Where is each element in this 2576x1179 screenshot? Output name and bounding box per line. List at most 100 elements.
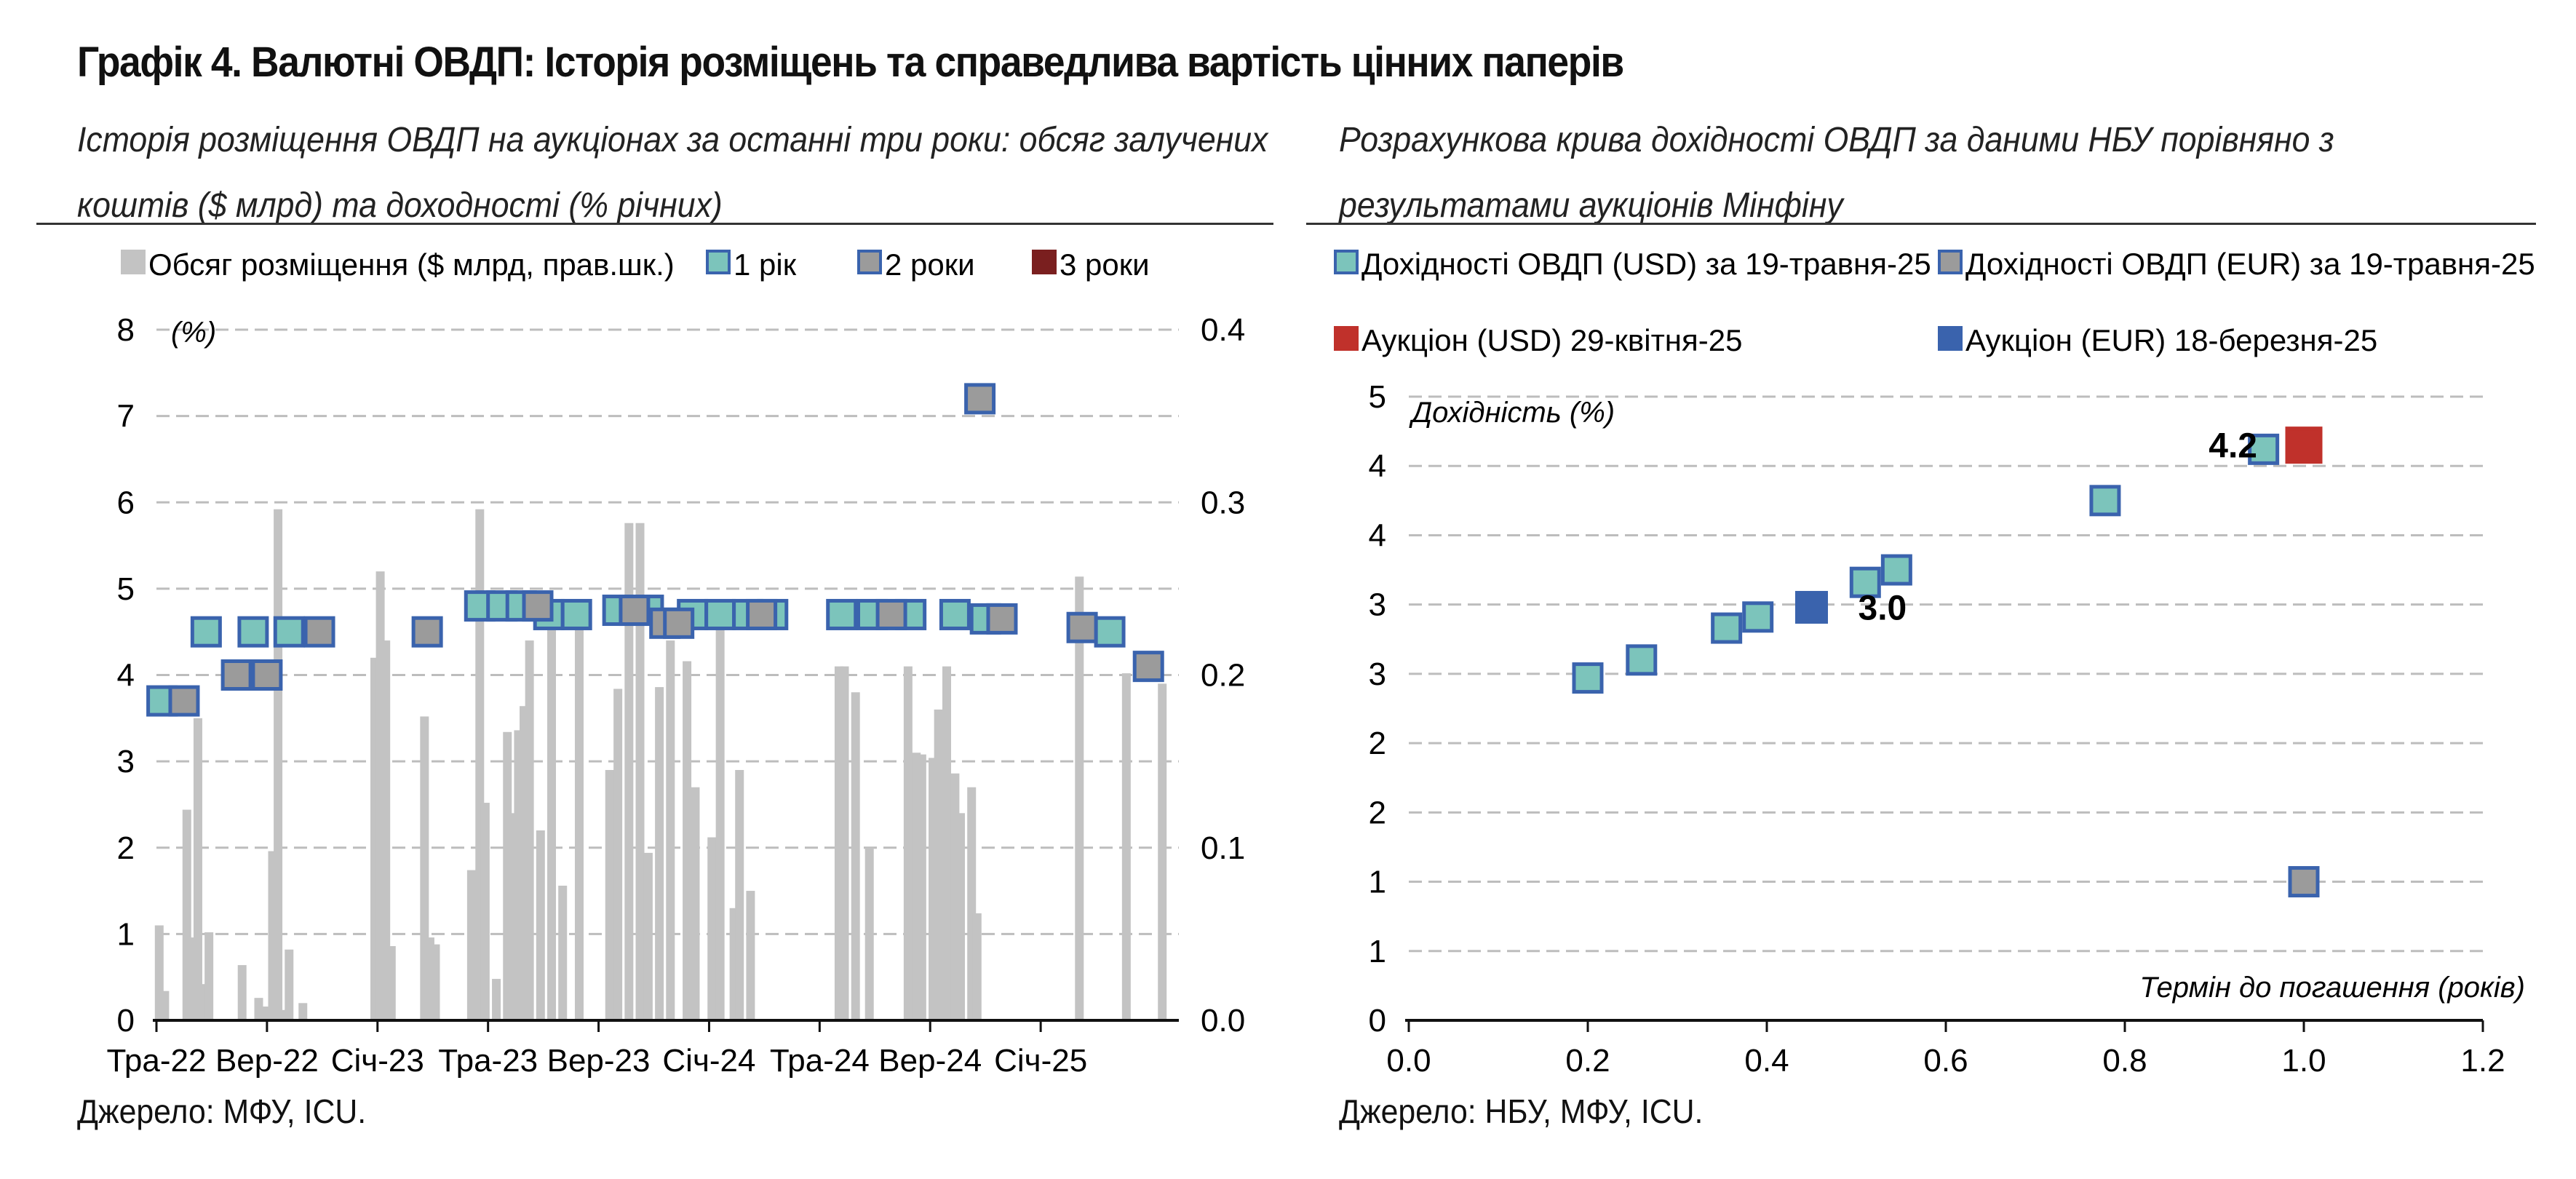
yield-marker-series-1 [220,659,253,691]
x-tick-label: 0.8 [2102,1043,2147,1079]
volume-bar [160,991,170,1020]
x-tick-label: Січ-24 [662,1043,755,1079]
volume-bar [655,687,664,1020]
yield-marker-series-3 [1795,590,1828,624]
yield-curve-chart: Дохідності ОВДП (USD) за 19-травня-25 Дох… [1334,247,2535,1079]
volume-bar [1075,576,1084,1020]
yield-marker-series-1 [1066,611,1098,643]
y-tick-label: 2 [117,830,135,866]
y2-tick-label: 0.2 [1201,658,1245,694]
x-tick-label: Вер-23 [547,1043,651,1079]
legend-swatch-3 [1938,326,1963,351]
volume-bar [237,965,247,1020]
y-tick-label: 8 [117,312,135,348]
x-tick-label: Січ-25 [994,1043,1087,1079]
x-tick-label: Тра-23 [438,1043,538,1079]
y2-tick-label: 0.4 [1201,312,1245,348]
left-source-note: Джерело: МФУ, ICU. [77,1092,367,1130]
volume-bar [666,640,675,1020]
x-tick-label: Вер-22 [215,1043,319,1079]
volume-bar [381,640,391,1020]
volume-bar [691,787,700,1020]
y-tick-label: 4 [1369,448,1386,484]
data-label-series-2: 4.2 [2209,427,2257,466]
volume-bar [643,852,653,1020]
legend-swatch-1 [706,250,731,274]
y-tick-label: 5 [117,571,135,607]
yield-marker-series-0 [826,598,858,630]
volume-bar [707,837,717,1020]
volume-bar [1158,683,1167,1020]
volume-bar [547,630,557,1020]
legend-label-1: 1 рік [734,247,797,282]
volume-bar [480,803,490,1020]
volume-bar [431,944,440,1020]
y-tick-label: 0 [117,1003,135,1039]
legend-swatch-2 [857,250,882,274]
yield-marker-series-0 [1742,601,1774,633]
volume-bar [746,891,755,1020]
volume-bar [735,769,744,1020]
y2-tick-label: 0.1 [1201,830,1245,866]
volume-bar [1121,673,1131,1020]
volume-bar [864,847,874,1020]
yield-marker-series-1 [251,659,283,691]
y-tick-label: 1 [1369,934,1386,969]
volume-bar [635,523,645,1020]
y2-tick-label: 0.0 [1201,1003,1245,1039]
legend-swatch-2 [1334,326,1359,351]
volume-bar [851,692,860,1020]
data-label-series-3: 3.0 [1859,589,1907,627]
legend-swatch-0 [1334,250,1359,274]
yield-marker-series-0 [2248,433,2280,465]
x-tick-label: 1.0 [2281,1043,2326,1079]
volume-bar [715,613,725,1020]
yield-marker-series-1 [1132,651,1164,683]
left-subtitle-line-1: Історія розміщення ОВДП на аукціонах за … [77,121,1268,159]
y-tick-label: 1 [1369,865,1386,900]
yield-marker-series-0 [939,598,971,630]
y-tick-label: 6 [117,485,135,520]
volume-bar [917,754,926,1020]
y-tick-label: 2 [1369,726,1386,761]
volume-bar [942,666,952,1020]
legend-label-1: Дохідності ОВДП (EUR) за 19-травня-25 [1965,247,2535,281]
yield-marker-series-0 [273,616,305,648]
volume-bar [574,606,584,1020]
y-tick-label: 1 [117,916,135,952]
volume-bar [386,945,396,1020]
right-source-note: Джерело: НБУ, МФУ, ICU. [1339,1092,1704,1130]
x-tick-label: Тра-24 [770,1043,870,1079]
y2-tick-label: 0.3 [1201,485,1245,520]
volume-bar [536,830,545,1020]
y-tick-label: 3 [1369,587,1386,623]
yield-marker-series-0 [2089,485,2121,517]
volume-bar [492,979,501,1020]
yield-marker-series-1 [2288,866,2320,898]
yield-marker-series-0 [1849,566,1881,598]
yield-marker-series-0 [1626,644,1658,676]
volume-bar [613,688,623,1020]
right-divider [1306,223,2536,225]
legend-label-2: Аукціон (USD) 29-квітня-25 [1361,323,1742,357]
volume-bar [193,718,202,1020]
yield-marker-series-1 [875,598,907,630]
yield-marker-series-1 [986,603,1018,635]
volume-bar [525,640,534,1020]
x-tick-label: Січ-23 [331,1043,424,1079]
left-chart-subtitle: Історія розміщення ОВДП на аукціонах за … [77,108,1268,239]
y-tick-label: 2 [1369,795,1386,830]
x-tick-label: Тра-22 [107,1043,207,1079]
right-chart-subtitle: Розрахункова крива дохідності ОВДП за да… [1339,108,2489,239]
volume-bar [903,666,913,1020]
legend-label-0: Обсяг розміщення ($ млрд, прав.шк.) [148,247,675,282]
legend-label-3: 3 роки [1060,247,1150,282]
volume-bar [254,998,263,1020]
y-tick-label: 7 [117,399,135,434]
volume-bar [934,709,943,1020]
y-axis-label: Дохідність (%) [1409,397,1615,429]
volume-bar [605,769,614,1020]
x-axis-label: Термін до погашення (років) [2139,972,2525,1004]
y-tick-label: 4 [117,658,135,694]
yield-marker-series-1 [746,598,778,630]
